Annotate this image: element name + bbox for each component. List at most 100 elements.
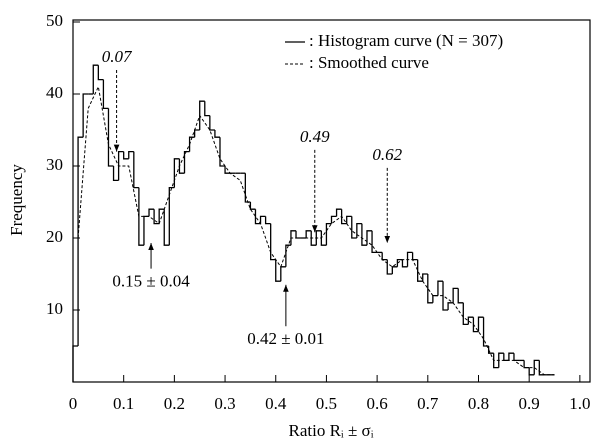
histogram-step (143, 215, 150, 246)
histogram-step (148, 208, 155, 217)
histogram-step (188, 136, 195, 152)
histogram-step (158, 208, 165, 224)
histogram-step (508, 352, 514, 361)
histogram-step (168, 186, 175, 246)
histogram-step (264, 216, 271, 225)
annotation-text: 0.07 (102, 47, 133, 66)
x-tick-label: 0.5 (316, 394, 337, 413)
histogram-step (270, 223, 276, 261)
x-tick-label: 0 (69, 394, 78, 413)
histogram-step (123, 151, 129, 160)
x-tick-label: 0.4 (265, 394, 287, 413)
histogram-step (178, 158, 185, 174)
histogram-step (487, 346, 494, 354)
histogram-step (356, 222, 362, 238)
histogram-step (82, 93, 89, 138)
histogram-step (138, 187, 144, 246)
x-tick-label: 1.0 (569, 394, 590, 413)
smoothed-line (77, 85, 555, 376)
histogram-step (224, 166, 231, 174)
histogram-step (330, 215, 337, 224)
annotation-text: 0.42 ± 0.01 (247, 329, 324, 348)
histogram-step (462, 302, 469, 326)
histogram-step (275, 259, 281, 282)
histogram-step (396, 258, 403, 267)
x-tick-label: 0.9 (519, 394, 540, 413)
histogram-step (310, 230, 317, 246)
histogram-step (523, 360, 530, 369)
histogram-step (538, 360, 545, 376)
histogram-step (214, 130, 220, 138)
histogram-step (447, 302, 454, 310)
histogram-step (467, 316, 474, 325)
histogram-step (193, 129, 200, 138)
histogram-step (107, 108, 114, 167)
histogram-step (295, 230, 302, 239)
histogram-step (133, 151, 139, 189)
histogram-step (128, 150, 134, 159)
histogram-step (528, 367, 535, 376)
x-tick-label: 0.2 (164, 394, 185, 413)
histogram-step (153, 209, 160, 225)
x-axis-label: Ratio Rᵢ ± σᵢ (289, 421, 374, 440)
histogram-step (259, 215, 266, 224)
histogram-step (503, 353, 509, 362)
y-axis-label: Frequency (7, 164, 26, 236)
histogram-step (513, 353, 520, 362)
histogram-step (219, 137, 226, 167)
histogram-step (280, 266, 286, 282)
legend-label: : Histogram curve (N = 307) (309, 31, 503, 50)
histogram-step (452, 287, 459, 303)
histogram-step (391, 266, 398, 274)
histogram-step (401, 259, 408, 268)
y-tick-label: 50 (46, 11, 63, 30)
histogram-step (411, 252, 418, 261)
plot-frame (72, 19, 591, 383)
histogram-step (112, 166, 119, 182)
histogram-step (249, 202, 256, 210)
histogram-step (371, 230, 378, 254)
histogram-step (335, 208, 342, 217)
histogram-step (320, 230, 327, 246)
histogram-step (183, 150, 190, 174)
histogram-step (437, 280, 444, 296)
histogram-step (366, 230, 373, 246)
histogram-step (244, 173, 251, 203)
histogram-step (533, 359, 540, 375)
histogram-step (406, 251, 413, 267)
x-tick-label: 0.7 (417, 394, 439, 413)
histogram-step (254, 209, 261, 225)
histogram-step (173, 158, 180, 188)
y-tick-label: 30 (46, 155, 63, 174)
histogram-step (417, 259, 423, 282)
histogram-step (97, 65, 104, 81)
x-tick-label: 0.6 (366, 394, 387, 413)
histogram-step (457, 288, 464, 304)
annotation-text: 0.62 (372, 145, 402, 164)
histogram-step (204, 101, 210, 117)
histogram-step (386, 259, 393, 275)
histogram-step (427, 274, 433, 304)
histogram-step (477, 316, 484, 332)
histogram-step (351, 216, 357, 239)
legend-label: : Smoothed curve (309, 53, 429, 72)
x-tick-label: 0.1 (113, 394, 134, 413)
histogram-step (92, 64, 99, 94)
annotation-text: 0.15 ± 0.04 (112, 272, 190, 291)
histogram-step (346, 215, 352, 224)
histogram-step (209, 115, 215, 131)
histogram-step (498, 352, 504, 368)
histogram-step (325, 222, 332, 246)
histogram-step (381, 252, 388, 261)
histogram-step (199, 100, 205, 130)
histogram-step (340, 209, 347, 225)
x-tick-label: 0.3 (214, 394, 235, 413)
histogram-step (442, 281, 449, 311)
x-tick-label: 0.8 (468, 394, 489, 413)
histogram-step (102, 79, 109, 110)
histogram-step (77, 136, 84, 346)
y-tick-label: 20 (46, 227, 63, 246)
histogram-step (290, 230, 297, 246)
y-tick-label: 40 (46, 83, 63, 102)
